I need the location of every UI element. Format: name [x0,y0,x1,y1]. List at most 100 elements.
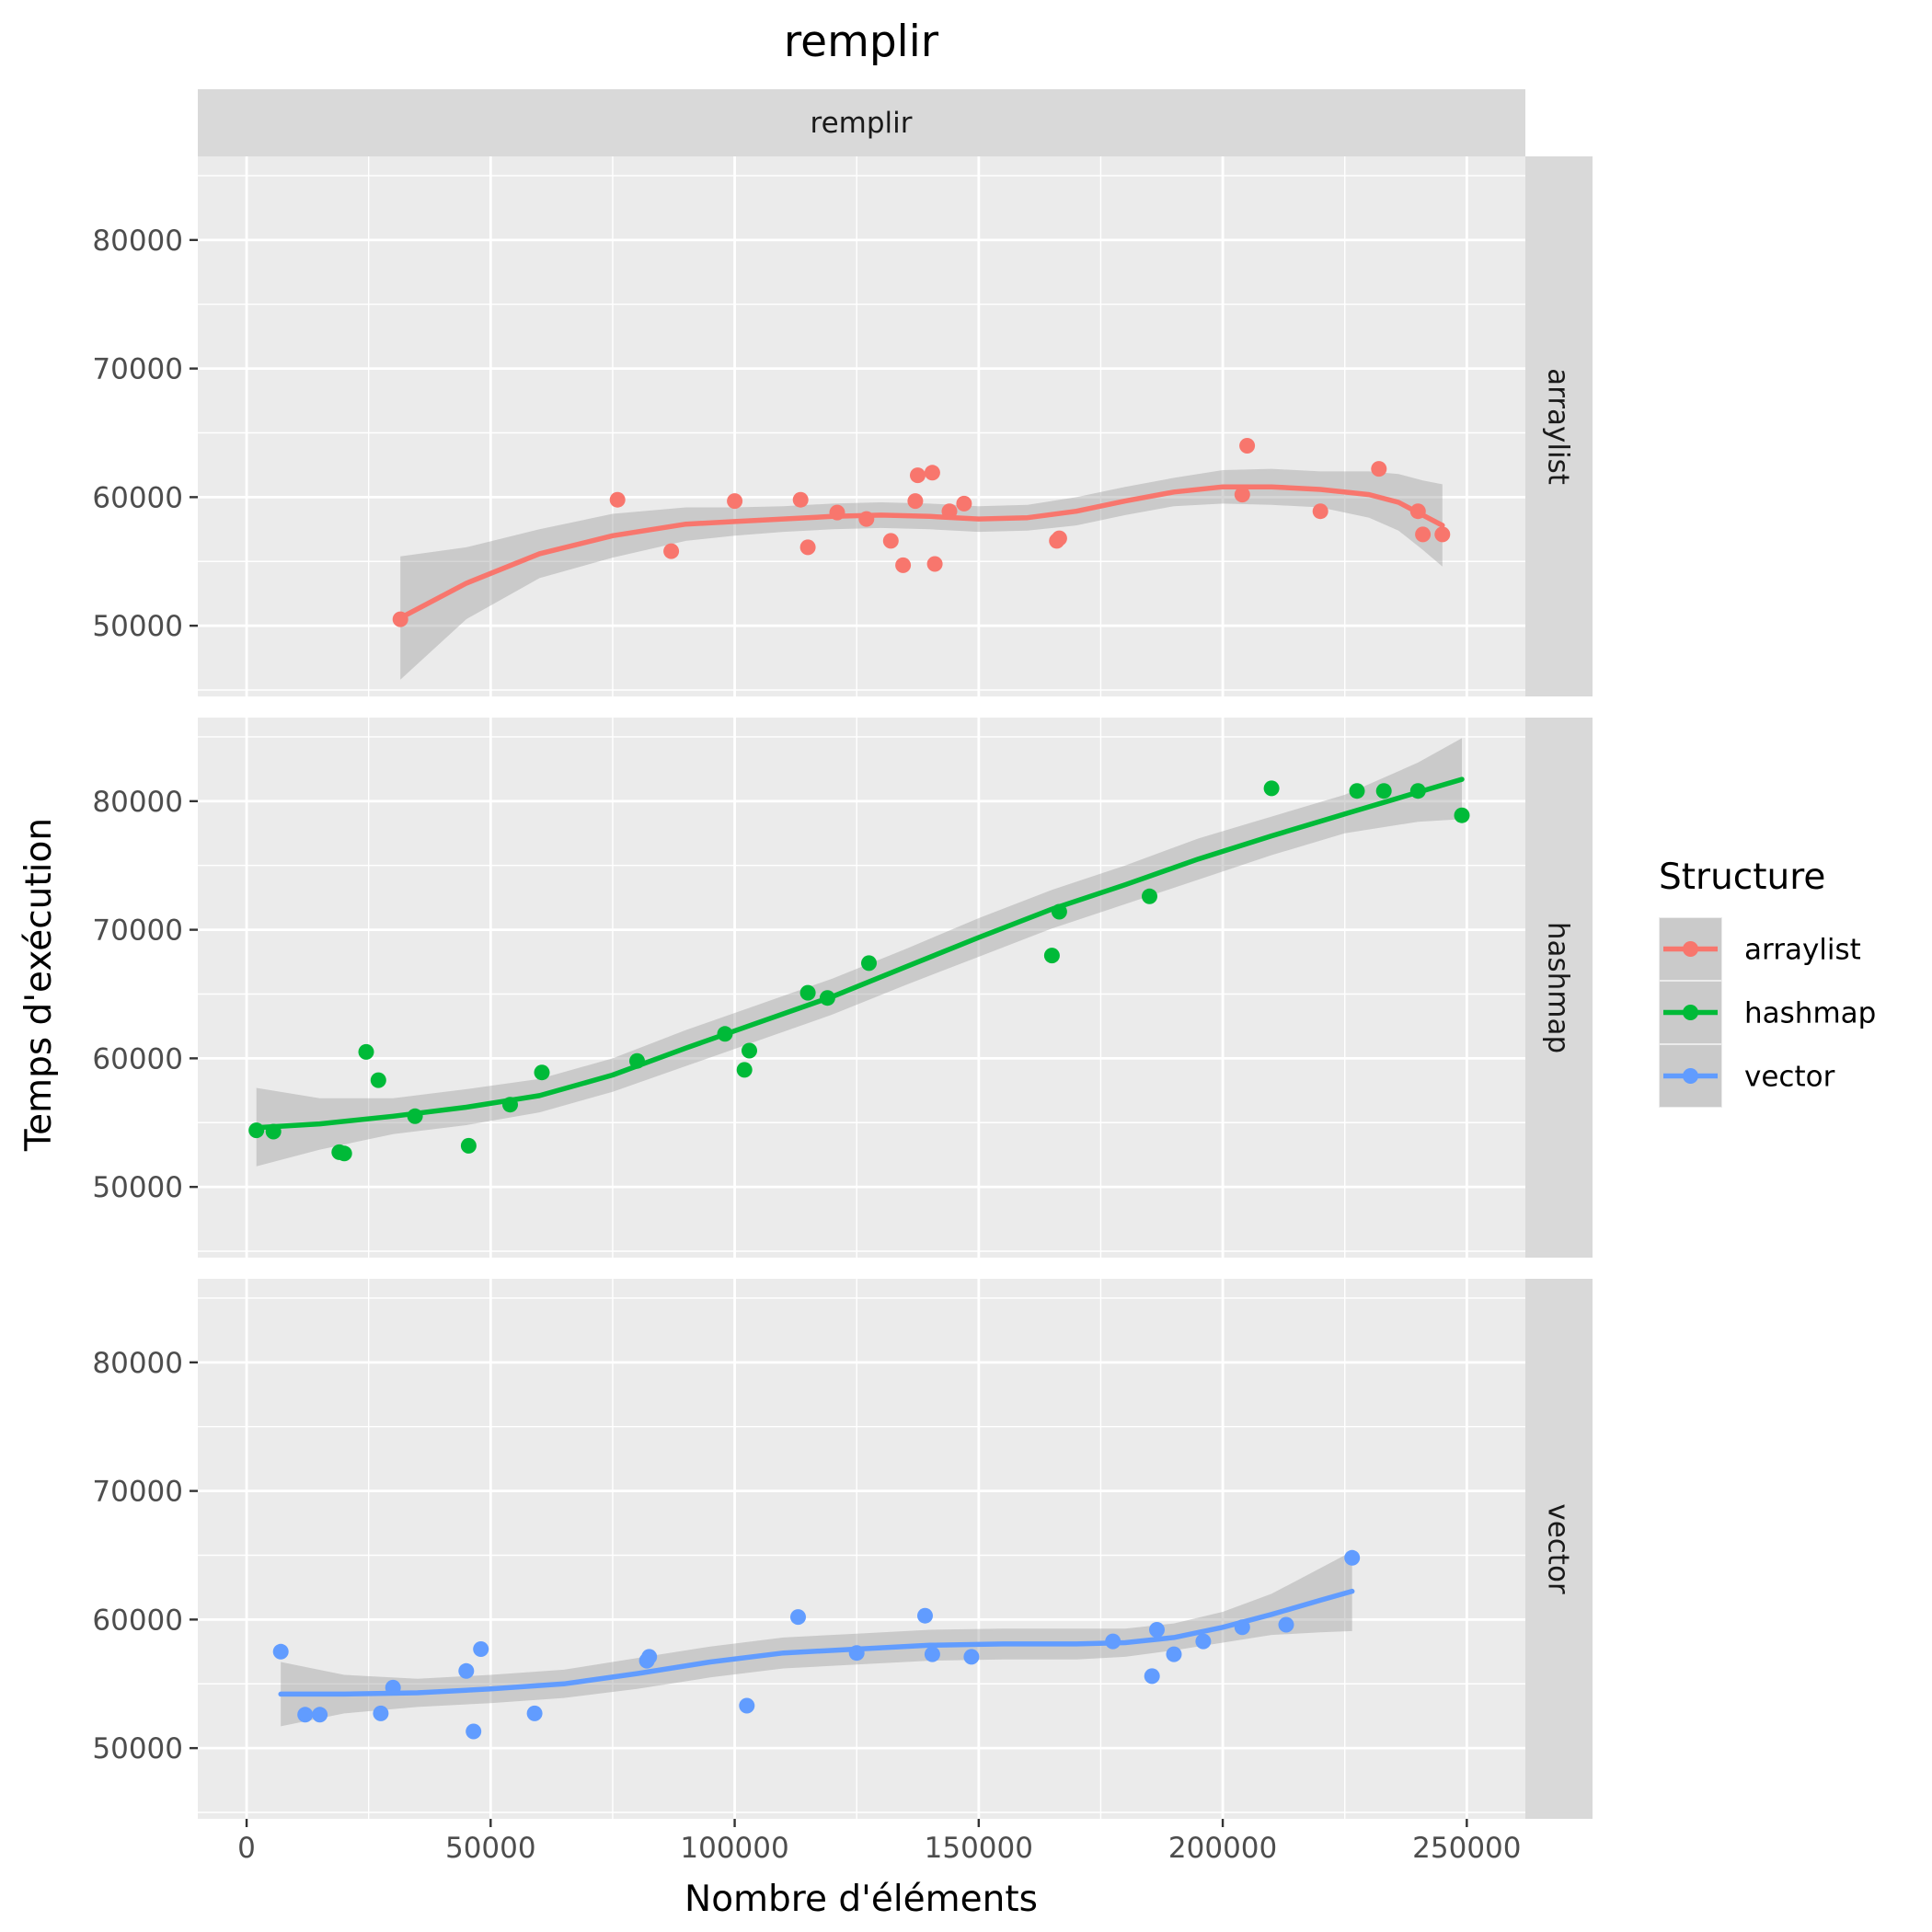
data-point [799,984,816,1001]
y-tick-label: 80000 [92,786,183,819]
data-point [739,1697,755,1714]
data-point [458,1662,475,1679]
panel-hashmap: 50000 60000 70000 80000 hashmap [92,718,1593,1258]
data-point [1142,888,1157,904]
x-tick-label: 150000 [925,1832,1033,1865]
legend-entry-vector: vector [1659,1044,1835,1108]
y-tick-label: 70000 [92,914,183,948]
y-tick-label: 80000 [92,1347,183,1380]
y-tick-label: 50000 [92,1732,183,1765]
x-tick-label: 200000 [1168,1832,1277,1865]
panel-arraylist: 50000 60000 70000 80000 arraylist [92,156,1593,696]
data-point [248,1122,265,1139]
legend-label: vector [1744,1061,1835,1094]
panel-vector: 50000 60000 70000 80000 vector [92,1279,1593,1819]
data-point [790,1609,806,1626]
data-point [799,539,816,556]
y-tick-label: 80000 [92,224,183,258]
data-point [534,1064,550,1081]
trend-line [397,484,1445,621]
data-point [1144,1668,1160,1685]
data-point [956,495,972,512]
data-point [1166,1646,1182,1662]
panel-background [198,1279,1525,1819]
data-point [373,1705,389,1721]
data-point [742,1042,757,1059]
data-point [460,1137,477,1154]
y-axis-title: Temps d'exécution [18,818,60,1152]
x-axis-title: Nombre d'éléments [684,1879,1038,1920]
data-point [882,533,899,549]
y-tick-label: 70000 [92,1476,183,1509]
data-point [727,493,743,510]
trend-line [253,776,1465,1131]
confidence-band [256,738,1463,1167]
x-tick-label: 50000 [445,1832,536,1865]
facet-strip-label: hashmap [1542,922,1575,1053]
data-point [473,1641,489,1657]
x-tick-label: 250000 [1412,1832,1521,1865]
data-point [895,557,912,573]
data-point [861,955,877,972]
legend-entry-hashmap: hashmap [1659,981,1876,1044]
top-strip-label: remplir [811,107,913,140]
data-point [272,1643,289,1660]
data-point [1149,1622,1165,1638]
data-point [917,1607,933,1624]
data-point [1454,807,1470,823]
data-point [1195,1633,1212,1650]
top-strip: remplir [198,89,1525,156]
data-point [736,1062,753,1078]
facet-strip-label: arraylist [1542,368,1575,485]
data-point [1278,1616,1294,1633]
x-tick-label: 100000 [680,1832,788,1865]
data-point [1371,461,1387,477]
data-point [1312,503,1328,520]
legend-title: Structure [1659,857,1825,898]
data-point [609,491,626,508]
legend-key-point [1683,1005,1698,1020]
data-point [1043,948,1060,964]
facet-panels: 50000 60000 70000 80000 arraylist 50000 60000 7… [92,156,1593,1819]
y-tick-label: 60000 [92,481,183,514]
data-point [336,1145,352,1162]
data-point [1375,783,1392,799]
data-point [924,465,940,481]
legend-entry-arraylist: arraylist [1659,917,1861,981]
data-point [910,467,926,484]
data-point [924,1646,940,1662]
data-point [1349,783,1365,799]
trend-line [278,1588,1355,1697]
data-point [358,1043,374,1060]
y-tick-label: 70000 [92,353,183,386]
legend-key-point [1683,1068,1698,1084]
facet-strip [1525,156,1593,696]
top-strip-background [198,89,1525,156]
data-point [641,1649,658,1665]
data-point [526,1705,543,1721]
facet-strip-label: vector [1542,1503,1575,1594]
data-point [663,543,680,559]
data-point [1234,487,1250,503]
y-tick-label: 60000 [92,1042,183,1075]
confidence-band [400,468,1443,680]
y-tick-label: 50000 [92,1171,183,1204]
y-tick-label: 60000 [92,1604,183,1637]
legend-label: arraylist [1744,934,1861,967]
legend: Structure arraylist hashmap vector [1659,857,1876,1108]
data-point [370,1072,386,1088]
data-point [297,1707,314,1723]
plot-title: remplir [784,17,939,67]
facet-strip [1525,718,1593,1258]
data-point [792,491,809,508]
data-point [1434,526,1451,543]
facet-strip [1525,1279,1593,1819]
data-point [1239,438,1256,454]
data-point [1344,1549,1361,1566]
legend-label: hashmap [1744,997,1876,1030]
x-tick-label: 0 [237,1832,256,1865]
data-point [1051,530,1067,546]
data-point [1263,780,1280,797]
y-tick-label: 50000 [92,610,183,643]
